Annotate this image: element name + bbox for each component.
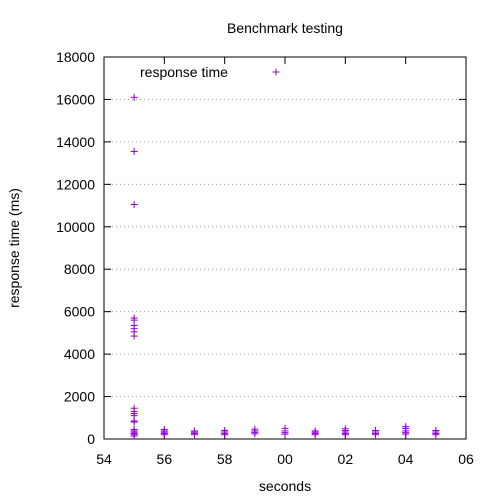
data-point [341,431,349,439]
x-tick-label: 56 [157,451,173,467]
data-point [130,418,138,426]
data-point [432,431,440,439]
data-point [130,93,138,101]
x-tick-label: 02 [338,451,354,467]
data-point [160,431,168,439]
data-point [281,430,289,438]
plot-border [103,56,467,440]
y-tick-label: 10000 [56,219,95,235]
x-tick-label: 54 [96,451,112,467]
legend-marker-symbol [272,68,280,76]
y-tick-label: 18000 [56,49,95,65]
legend-marker [272,68,280,76]
data-point [191,431,198,439]
y-tick-label: 12000 [56,176,95,192]
data-point [402,430,410,438]
y-tick-label: 16000 [56,91,95,107]
y-tick-labels: 0 2000 4000 6000 8000 10000 12000 14000 16000 180… [56,49,95,447]
data-points [130,93,440,440]
data-point [372,431,379,439]
y-tick-label: 0 [87,431,95,447]
data-point [130,147,138,155]
x-tick-label: 58 [217,451,233,467]
x-axis-title: seconds [259,478,311,494]
y-tick-label: 2000 [64,389,95,405]
data-point [221,431,229,439]
axis-ticks [103,56,467,440]
y-tick-label: 4000 [64,346,95,362]
legend: response time [140,64,280,80]
data-point [130,332,138,340]
data-point [311,431,319,439]
y-tick-label: 14000 [56,134,95,150]
x-tick-label: 00 [277,451,293,467]
grid-lines [104,98,466,398]
data-point [130,200,138,208]
y-tick-label: 8000 [64,261,95,277]
y-axis-title: response time (ms) [6,188,22,308]
y-tick-label: 6000 [64,304,95,320]
legend-label: response time [140,64,228,80]
x-tick-labels: 54 56 58 00 02 04 06 [96,451,474,467]
data-point [251,430,259,438]
x-tick-label: 06 [458,451,474,467]
data-point [130,432,138,440]
x-tick-label: 04 [398,451,414,467]
chart-title: Benchmark testing [227,20,343,36]
